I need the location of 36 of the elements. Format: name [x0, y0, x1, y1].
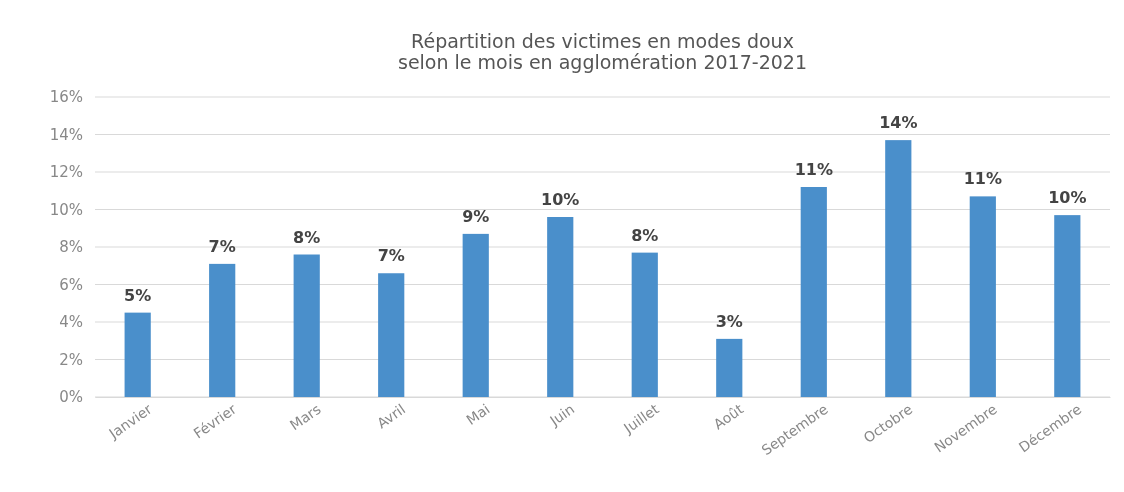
y-tick-label: 8%: [59, 238, 83, 257]
data-label: 14%: [879, 113, 918, 133]
bar: [547, 217, 574, 397]
y-tick-label: 0%: [59, 388, 83, 407]
bar: [631, 252, 658, 397]
data-label: 3%: [715, 311, 743, 331]
bar: [378, 273, 405, 397]
data-label: 9%: [462, 206, 490, 226]
data-label: 7%: [208, 236, 236, 256]
data-label: 7%: [377, 246, 405, 266]
data-label: 10%: [1048, 188, 1087, 208]
bar: [1054, 215, 1081, 397]
data-label: 11%: [794, 160, 833, 179]
bar: [462, 233, 489, 397]
y-tick-label: 14%: [49, 125, 83, 144]
y-tick-label: 4%: [59, 313, 83, 332]
bar: [885, 140, 912, 397]
y-tick-label: 6%: [59, 275, 83, 294]
bar: [124, 312, 151, 397]
data-label: 11%: [963, 169, 1002, 189]
data-label: 10%: [541, 190, 580, 209]
x-tick-label: Mai: [463, 400, 493, 429]
data-label: 8%: [631, 225, 659, 245]
bar: [209, 263, 236, 397]
data-label: 8%: [293, 227, 321, 247]
y-tick-label: 2%: [59, 350, 83, 369]
x-tick-label: Juin: [546, 400, 578, 430]
y-tick-label: 10%: [49, 200, 83, 219]
bar: [293, 254, 320, 397]
bar: [969, 196, 996, 397]
data-label: 5%: [124, 285, 152, 305]
y-tick-label: 16%: [49, 88, 83, 107]
y-tick-label: 12%: [49, 163, 83, 182]
bar: [800, 187, 827, 397]
bar: [716, 338, 743, 397]
chart-title: Répartition des victimes en modes doux selon le mois en agglomération 2017-2021: [397, 30, 808, 73]
